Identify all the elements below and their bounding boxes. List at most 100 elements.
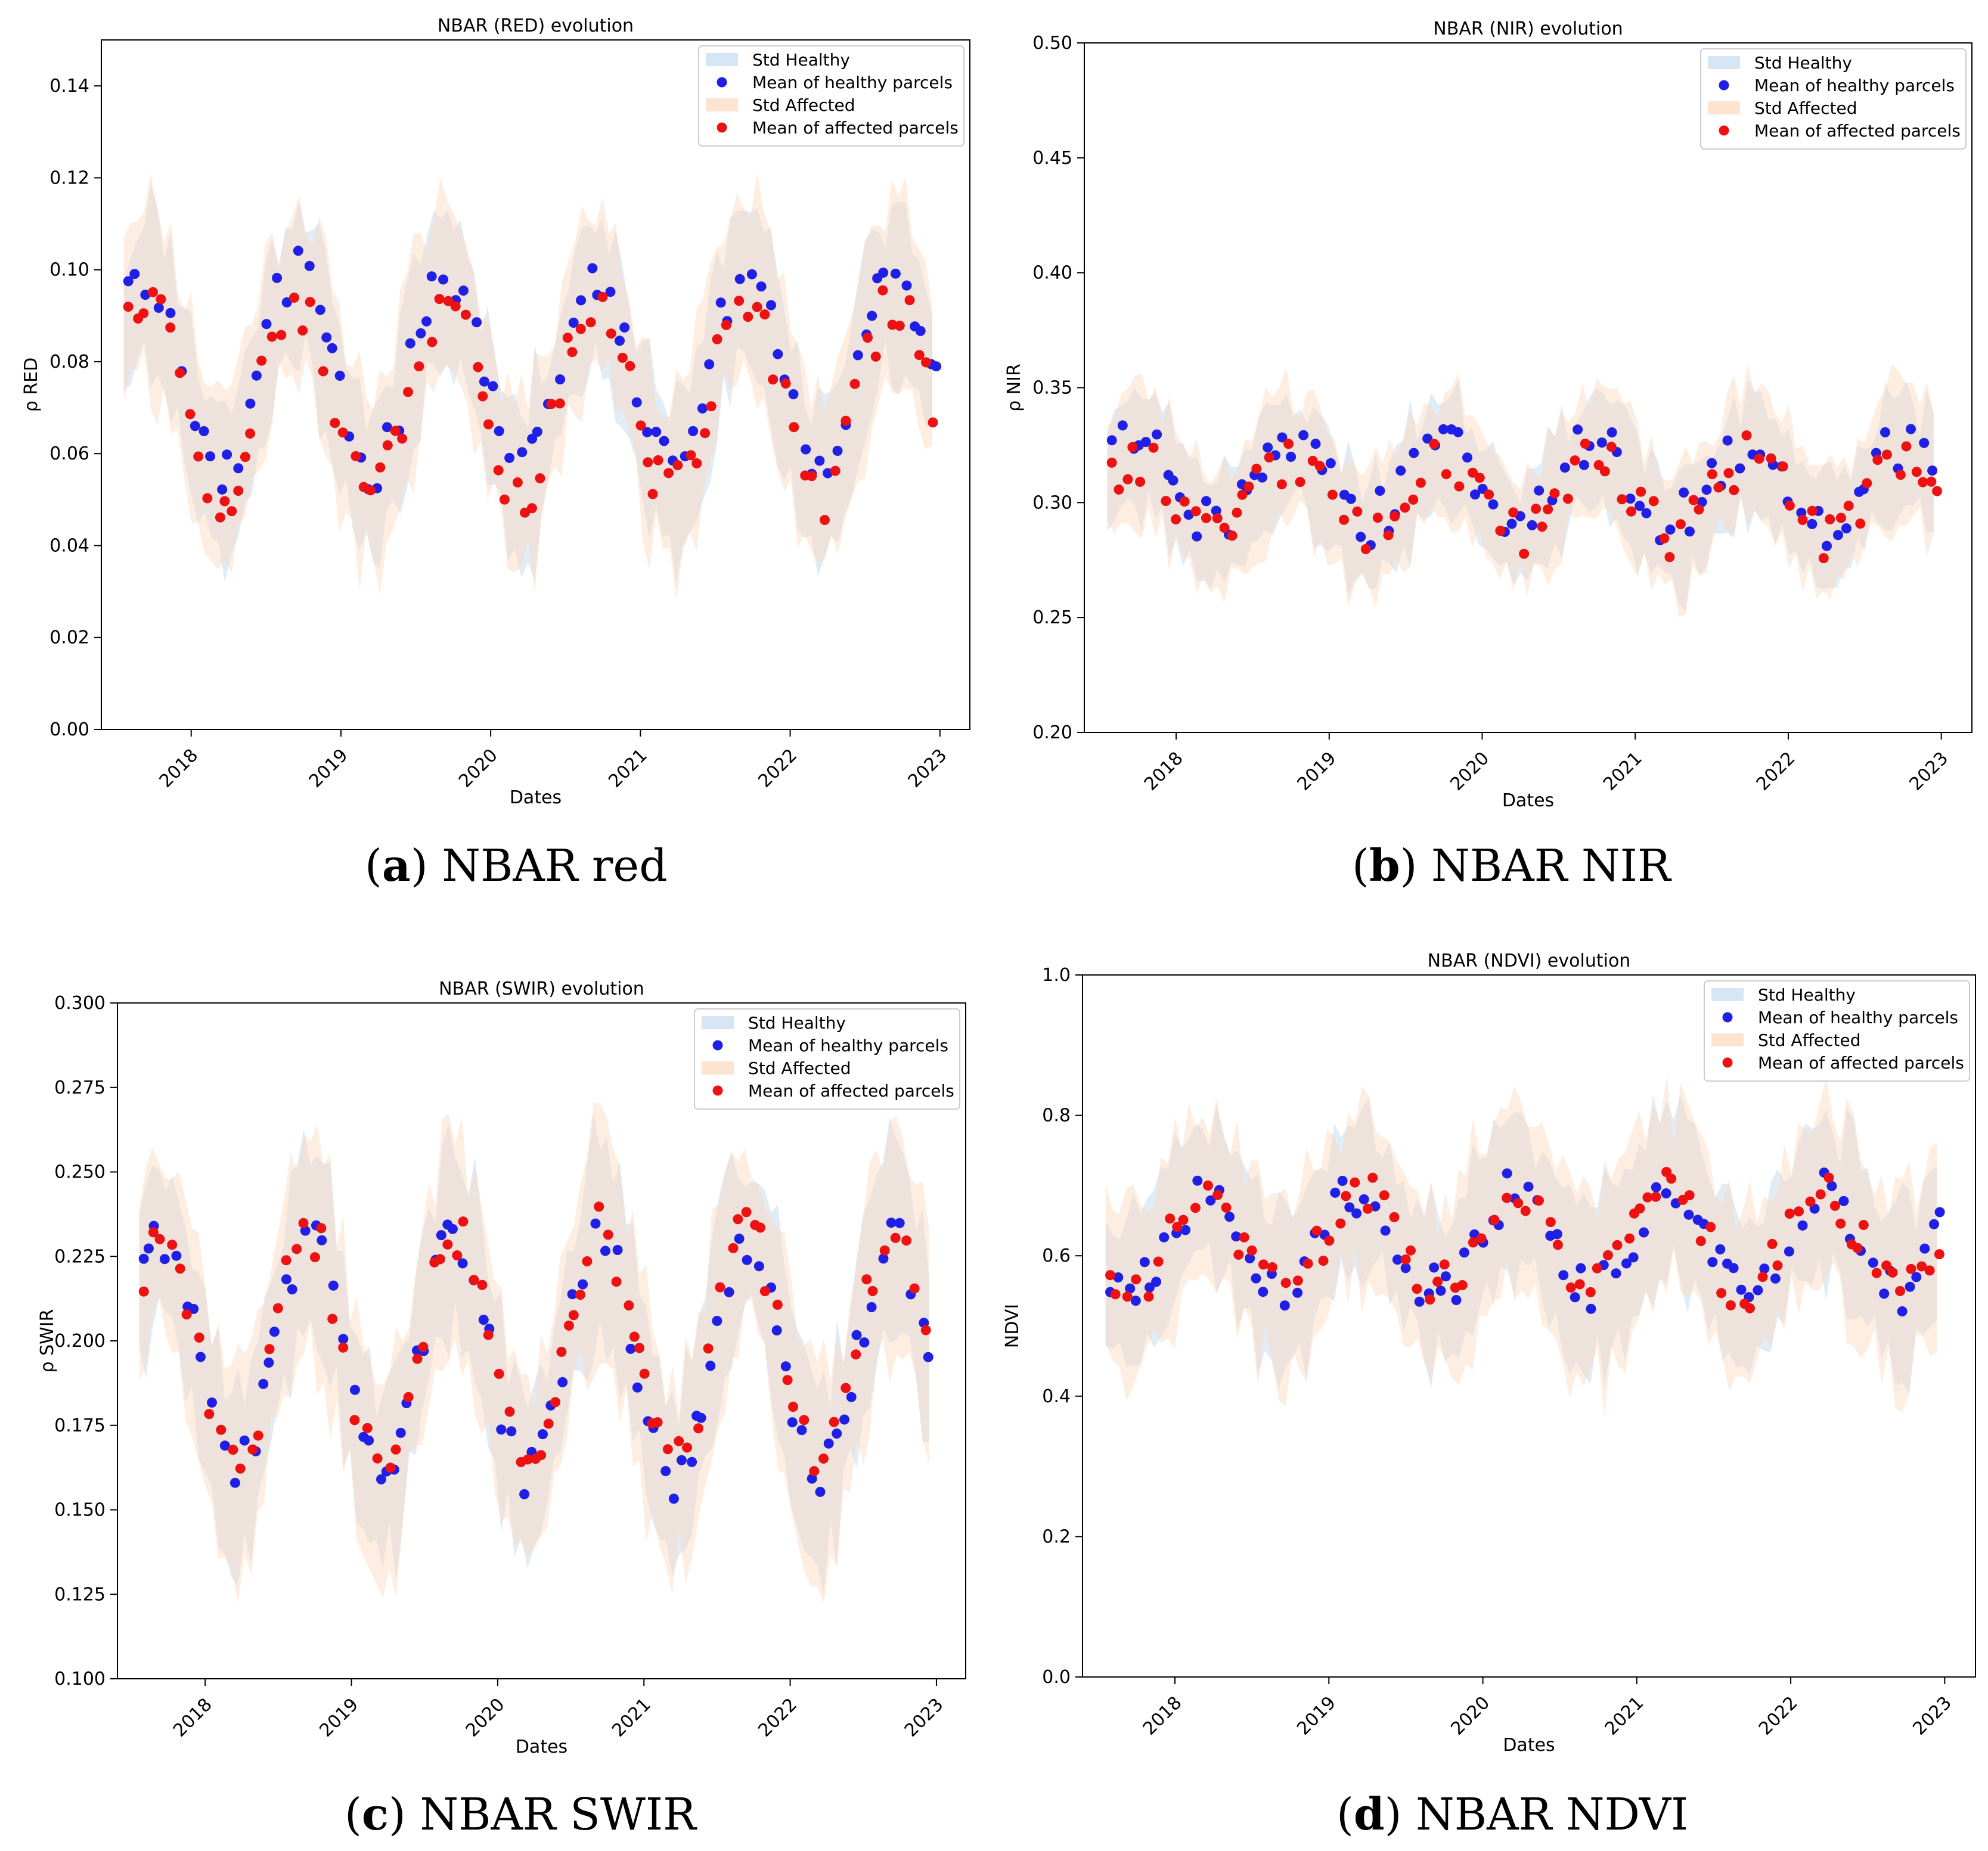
chart-red-point [759,309,770,320]
chart-nir-point [1641,508,1652,518]
chart-swir-point [687,1456,697,1467]
chart-swir-point [543,1418,554,1429]
chart-ndvi-point [1651,1191,1661,1202]
chart-nir-point [1593,459,1604,470]
chart-nir-xtick-label: 2018 [1140,748,1187,795]
chart-nir-point [1286,452,1297,462]
chart-swir-point [901,1235,912,1246]
chart-ndvi-point [1868,1257,1878,1268]
chart-red-series-healthy [123,246,942,495]
chart-red-std-affected-band [123,172,933,600]
caption-nir-label: b [1369,840,1400,892]
chart-swir-ytick-label: 0.125 [54,1584,106,1605]
chart-red-point [165,308,176,318]
chart-ndvi-point [1628,1252,1639,1263]
chart-swir-point [496,1424,507,1435]
chart-ndvi-point [1351,1208,1362,1219]
chart-nir-point [1468,467,1478,478]
chart-red-point [382,440,393,451]
chart-red-point [546,399,557,409]
chart-ndvi-std-healthy-band [1105,1094,1937,1395]
chart-swir-point [281,1274,291,1285]
chart-ndvi-axes-frame [1082,974,1976,1678]
chart-red-point [190,421,200,431]
chart-ndvi-point [1350,1177,1360,1188]
chart-nir-point [1474,473,1485,483]
chart-ndvi-point [1887,1267,1898,1278]
chart-swir-point [733,1214,743,1225]
chart-nir-point [1257,472,1267,483]
chart-nir-point [1833,530,1843,541]
chart-ndvi-legend-label: Mean of healthy parcels [1758,1008,1958,1027]
chart-swir-point [556,1346,567,1357]
chart-ndvi-point [1736,1284,1747,1295]
chart-red-point [789,422,799,433]
chart-ndvi-point [1513,1198,1524,1209]
chart-red-point [222,449,232,460]
chart-swir-point [328,1280,339,1291]
chart-swir-point [624,1300,634,1310]
chart-red-point [488,381,498,392]
chart-red-legend-swatch [706,53,738,66]
chart-ndvi-point [1258,1287,1269,1297]
chart-ndvi-std-affected-band [1105,1074,1937,1417]
chart-ndvi-point [1459,1247,1469,1258]
chart-ndvi-point [1823,1172,1834,1183]
chart-ndvi-point [1267,1262,1277,1272]
chart-ndvi-point [1906,1263,1916,1274]
chart-ndvi-point [1359,1194,1369,1204]
chart-ndvi-ytick-label: 0.8 [1042,1105,1071,1126]
chart-ndvi-point [1929,1219,1939,1229]
chart-ndvi-point [1432,1277,1443,1287]
chart-red-ytick-label: 0.14 [49,76,89,97]
chart-nir-point [1570,455,1580,466]
chart-red-point [653,455,663,465]
chart-ndvi-point [1239,1232,1249,1243]
chart-nir-point [1264,452,1274,463]
chart-nir-point [1122,474,1133,485]
chart-swir-point [705,1361,716,1371]
chart-nir-point [1508,507,1519,518]
chart-ndvi-point [1916,1261,1927,1272]
chart-nir-point [1360,544,1371,554]
chart-nir-point [1872,455,1883,465]
chart-nir-point [1754,454,1764,464]
chart-ndvi-point [1858,1220,1869,1230]
chart-red-point [852,350,863,361]
chart-nir-point [1106,435,1117,446]
chart-red-point [615,336,625,346]
chart-red-point [625,361,635,371]
chart-red-point [688,426,699,436]
chart-swir-ytick-label: 0.225 [54,1246,106,1267]
chart-nir-ytick-label: 0.40 [1032,263,1072,284]
chart-ndvi-point [1435,1285,1446,1296]
chart-red-point [405,338,415,349]
chart-ndvi-point [1705,1222,1716,1232]
chart-ndvi-point [1805,1196,1816,1207]
chart-swir-point [506,1426,517,1437]
chart-swir-point [181,1309,192,1320]
chart-swir-point [364,1435,374,1446]
chart-ndvi-point [1392,1254,1403,1265]
chart-swir-point [317,1235,327,1246]
chart-nir-point [1227,530,1238,541]
chart-red-point [365,485,376,496]
chart-nir-point [1707,458,1717,468]
chart-swir-point [563,1320,574,1331]
chart-swir-point [851,1330,862,1340]
chart-swir-point [815,1486,826,1497]
chart-nir-point [1729,485,1739,495]
chart-ndvi-point [1139,1257,1150,1268]
chart-nir-point [1211,505,1221,516]
chart-swir-title: NBAR (SWIR) evolution [439,979,644,999]
chart-red-point [788,389,799,399]
chart-swir-point [207,1397,217,1408]
chart-red-point [297,325,308,336]
chart-nir-point [1807,518,1818,529]
chart-nir-legend-label: Std Affected [1754,98,1857,118]
chart-red-point [156,294,166,305]
chart-swir-point [477,1279,488,1290]
chart-swir-point [724,1287,734,1297]
chart-ndvi-point [1924,1265,1935,1276]
chart-swir-point [452,1250,463,1260]
